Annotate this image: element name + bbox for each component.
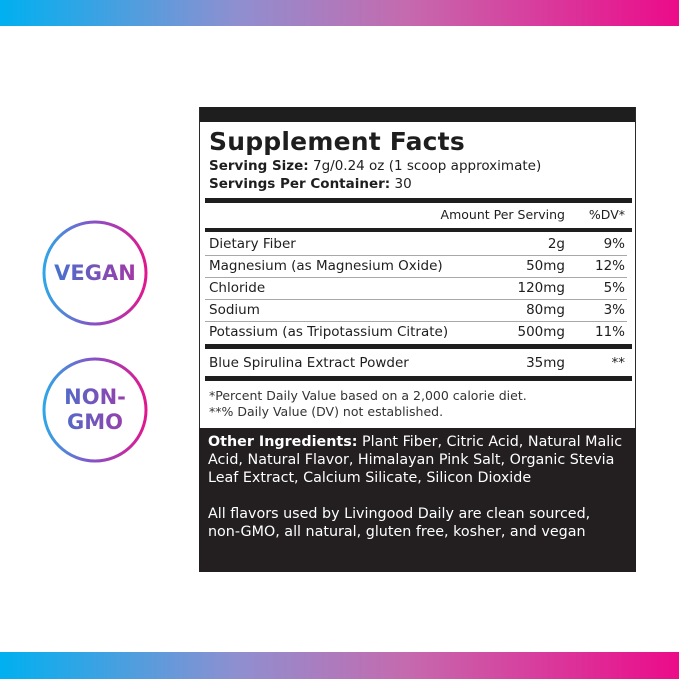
table-row: Dietary Fiber 2g 9% — [205, 233, 627, 256]
badge-text: VEGAN — [54, 260, 136, 285]
gradient-band-top — [0, 0, 679, 26]
footnote: *Percent Daily Value based on a 2,000 ca… — [209, 388, 527, 403]
badge-text: NON- — [64, 385, 126, 409]
gradient-band-bottom — [0, 652, 679, 679]
supplement-facts-label: Supplement Facts Serving Size: 7g/0.24 o… — [199, 107, 636, 572]
table-row: Potassium (as Tripotassium Citrate) 500mg… — [209, 324, 625, 340]
flavor-statement: All flavors used by Livingood Daily are … — [208, 506, 591, 540]
label-title: Supplement Facts — [209, 127, 465, 156]
other-ingredients-panel: Other Ingredients: Plant Fiber, Citric A… — [199, 428, 636, 572]
table-row: Chloride 120mg 5% — [205, 277, 627, 300]
divider — [200, 107, 635, 122]
footnote: **% Daily Value (DV) not established. — [209, 404, 444, 419]
serving-size: Serving Size: 7g/0.24 oz (1 scoop approx… — [209, 158, 542, 174]
divider — [205, 198, 632, 203]
other-ingredients: Other Ingredients: Plant Fiber, Citric A… — [208, 434, 623, 486]
table-row: Sodium 80mg 3% — [205, 299, 627, 322]
table-row: Magnesium (as Magnesium Oxide) 50mg 12% — [205, 255, 627, 278]
badge-ring-icon — [42, 357, 148, 463]
vegan-badge: VEGAN — [42, 220, 148, 326]
badge-text: GMO — [67, 410, 123, 434]
table-header: Amount Per Serving %DV* — [440, 207, 625, 222]
divider — [205, 228, 632, 232]
divider — [205, 344, 632, 349]
non-gmo-badge: NON- GMO — [42, 357, 148, 463]
badge-ring-icon — [42, 220, 148, 326]
servings-per-container: Servings Per Container: 30 — [209, 176, 412, 192]
table-row-blend: Blue Spirulina Extract Powder 35mg ** — [209, 355, 625, 371]
divider — [205, 376, 632, 381]
